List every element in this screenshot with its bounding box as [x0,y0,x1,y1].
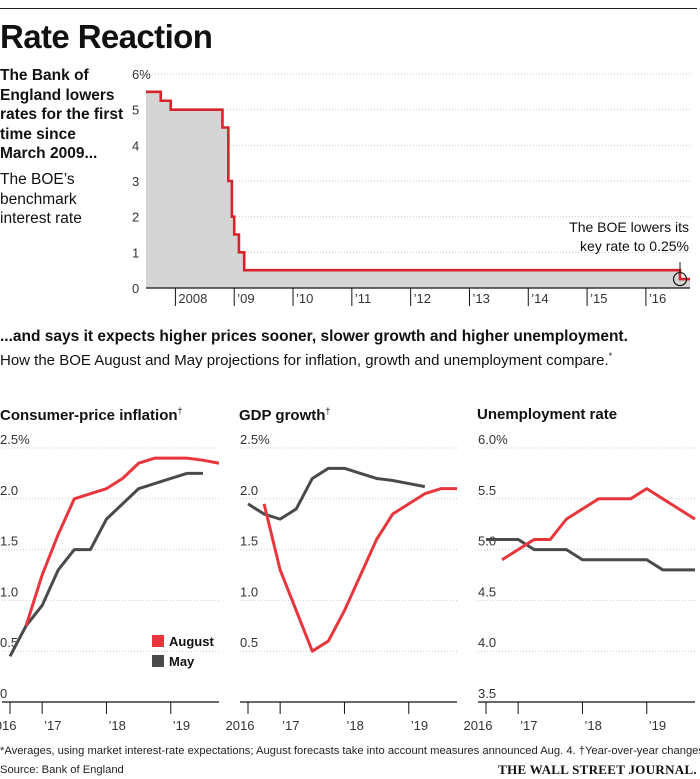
unemployment-xtick-label: ’19 [649,718,666,733]
cpi-ytick-label: 2.5% [0,432,30,447]
cpi-xtick-label: 2016 [0,718,16,733]
cpi-xtick-label: ’19 [173,718,190,733]
rate-xtick-label: ’13 [472,291,489,306]
panel-title-cpi-text: Consumer-price inflation [0,407,178,424]
gdp-xtick-label: ’19 [411,718,428,733]
rate-xtick-label: ’16 [649,291,666,306]
rate-xtick-label: ’14 [531,291,548,306]
rate-annotation-line1: The BOE lowers its [569,219,689,235]
cpi-ytick-label: 1.5 [0,534,18,549]
rate-xtick-label: ’09 [237,291,254,306]
footnote: *Averages, using market interest-rate ex… [0,745,700,757]
cpi-xtick-label: ’18 [108,718,125,733]
panel-title-unemployment: Unemployment rate [477,406,618,423]
gdp-line-august [262,487,457,653]
unemployment-ytick-label: 3.5 [478,686,496,701]
rate-xtick-label: ’15 [590,291,607,306]
cpi-legend-label-august: August [169,634,214,649]
cpi-legend-label-may: May [169,654,195,669]
rate-line [146,90,690,281]
unemployment-xtick-label: 2016 [464,718,493,733]
top-rule [0,8,697,9]
cpi-ytick-label: 0 [0,686,7,701]
cpi-line-may [8,471,203,657]
unemployment-xtick-label: ’18 [584,718,601,733]
rate-ytick-label: 3 [132,174,139,189]
lede-headline: The Bank of England lowers rates for the… [0,67,124,162]
cpi-ytick-label: 1.0 [0,584,18,599]
unemployment-ytick-label: 4.5 [478,584,496,599]
lede-chart-label: The BOE’s benchmark interest rate [0,171,82,227]
rate-ytick-label: 2 [132,210,139,225]
cpi-line-august [24,456,220,627]
rate-ytick-label: 1 [132,245,139,260]
rate-xtick-label: ’12 [414,291,431,306]
rate-ytick-label: 6% [132,67,151,82]
source-note: Source: Bank of England [0,764,124,776]
rate-ytick-label: 4 [132,138,139,153]
subtitle-text: How the BOE August and May projections f… [0,352,609,369]
rate-ytick-label: 5 [132,103,139,118]
unemployment-ytick-label: 4.0 [478,635,496,650]
unemployment-ytick-label: 6.0% [478,432,508,447]
unemployment-ytick-label: 5.5 [478,483,496,498]
gdp-ytick-label: 0.5 [240,635,258,650]
cpi-legend-swatch-august [152,635,164,647]
cpi-legend-swatch-may [152,655,164,667]
rate-ytick-label: 0 [132,281,139,296]
unemployment-xtick-label: ’17 [520,718,537,733]
section-subtitle: How the BOE August and May projections f… [0,351,612,369]
section-heading: ...and says it expects higher prices soo… [0,328,628,345]
gdp-xtick-label: ’17 [282,718,299,733]
rate-annotation-circle [672,271,688,287]
page-title: Rate Reaction [0,18,213,55]
rate-area [146,91,690,288]
projection-charts: 00.51.01.52.02.5%2016’17’18’19AugustMay0… [0,432,696,733]
cpi-ytick-label: 2.0 [0,483,18,498]
rate-xtick-label: ’11 [355,291,371,306]
publisher-logo: THE WALL STREET JOURNAL. [498,762,697,777]
panel-title-gdp-mark: † [325,406,331,416]
cpi-xtick-label: ’17 [44,718,61,733]
unemployment-line-august [501,487,696,562]
panel-title-gdp: GDP growth† [239,406,330,424]
gdp-ytick-label: 1.0 [240,584,258,599]
gdp-line-may [247,466,426,521]
rate-xtick-label: 2008 [178,291,207,306]
gdp-ytick-label: 2.0 [240,483,258,498]
unemployment-line-may [486,537,695,572]
panel-title-gdp-text: GDP growth [239,407,326,424]
rate-chart: 0 1 2 3 4 5 6% 2008 ’09 ’10 ’11 ’12 ’13 ’14 ’15 ’16 The … [132,67,690,306]
subtitle-footnote-mark: * [608,351,613,361]
gdp-xtick-label: 2016 [226,718,255,733]
gdp-ytick-label: 1.5 [240,534,258,549]
panel-title-cpi: Consumer-price inflation† [0,406,183,424]
rate-xtick-label: ’10 [296,291,313,306]
gdp-xtick-label: ’18 [346,718,363,733]
unemployment-ytick-label: 5.0 [478,534,496,549]
rate-annotation-line2: key rate to 0.25% [580,238,689,254]
gdp-ytick-label: 2.5% [240,432,270,447]
panel-title-cpi-mark: † [177,406,183,416]
